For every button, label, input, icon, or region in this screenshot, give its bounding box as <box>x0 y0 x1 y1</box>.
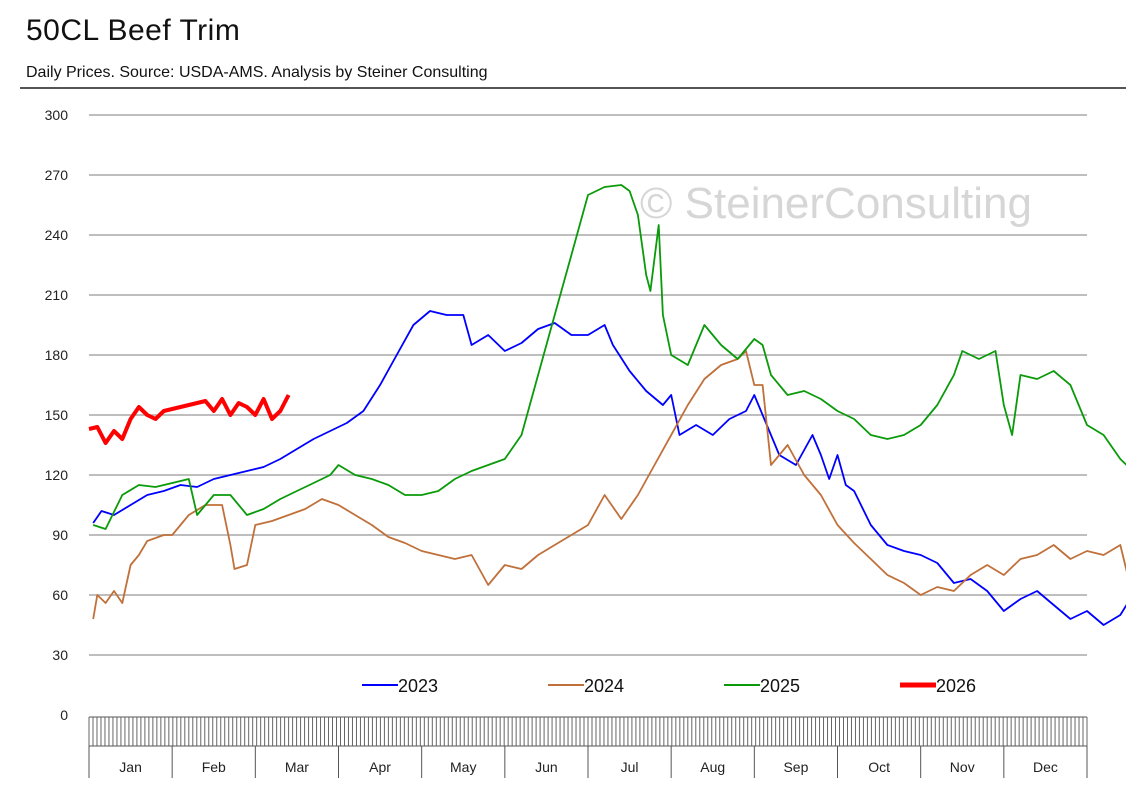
y-tick-label: 180 <box>45 347 69 363</box>
y-tick-label: 270 <box>45 167 69 183</box>
series-line-2024 <box>92 350 1126 620</box>
y-tick-label: 240 <box>45 227 69 243</box>
y-axis-ticks: 0 30 60 90 120 150 180 210 240 270 300 <box>45 107 69 723</box>
y-tick-label: 300 <box>45 107 69 123</box>
y-tick-label: 90 <box>52 527 68 543</box>
month-label: May <box>450 759 476 775</box>
month-label: Jan <box>119 759 142 775</box>
legend-label-2025: 2025 <box>760 676 800 696</box>
month-label: Nov <box>950 759 975 775</box>
month-label: Jul <box>621 759 639 775</box>
legend-label-2024: 2024 <box>584 676 624 696</box>
month-label: Feb <box>202 759 226 775</box>
month-label: Apr <box>369 759 391 775</box>
series-line-2025 <box>92 184 1126 530</box>
subtitle: Daily Prices. Source: USDA-AMS. Analysis… <box>26 64 488 81</box>
page-title: 50CL Beef Trim <box>26 14 241 47</box>
series-line-2023 <box>92 310 1126 626</box>
gridlines <box>89 114 1087 656</box>
month-label: Aug <box>700 759 725 775</box>
day-axis <box>88 716 1088 747</box>
month-label: Jun <box>535 759 558 775</box>
y-tick-label: 30 <box>52 647 68 663</box>
y-tick-label: 120 <box>45 467 69 483</box>
month-label: Sep <box>783 759 808 775</box>
watermark: © SteinerConsulting <box>640 179 1032 228</box>
legend: 2023 2024 2025 2026 <box>362 676 976 696</box>
month-label: Oct <box>868 759 890 775</box>
y-tick-label: 210 <box>45 287 69 303</box>
series-line-2026 <box>88 394 291 445</box>
legend-label-2023: 2023 <box>398 676 438 696</box>
month-label: Mar <box>285 759 309 775</box>
title-divider <box>20 87 1126 89</box>
y-tick-label: 0 <box>60 707 68 723</box>
legend-label-2026: 2026 <box>936 676 976 696</box>
y-tick-label: 150 <box>45 407 69 423</box>
series-lines <box>88 184 1126 626</box>
month-label: Dec <box>1033 759 1058 775</box>
month-labels: Jan Feb Mar Apr May Jun Jul Aug Sep Oct Nov Dec <box>88 746 1088 778</box>
y-tick-label: 60 <box>52 587 68 603</box>
